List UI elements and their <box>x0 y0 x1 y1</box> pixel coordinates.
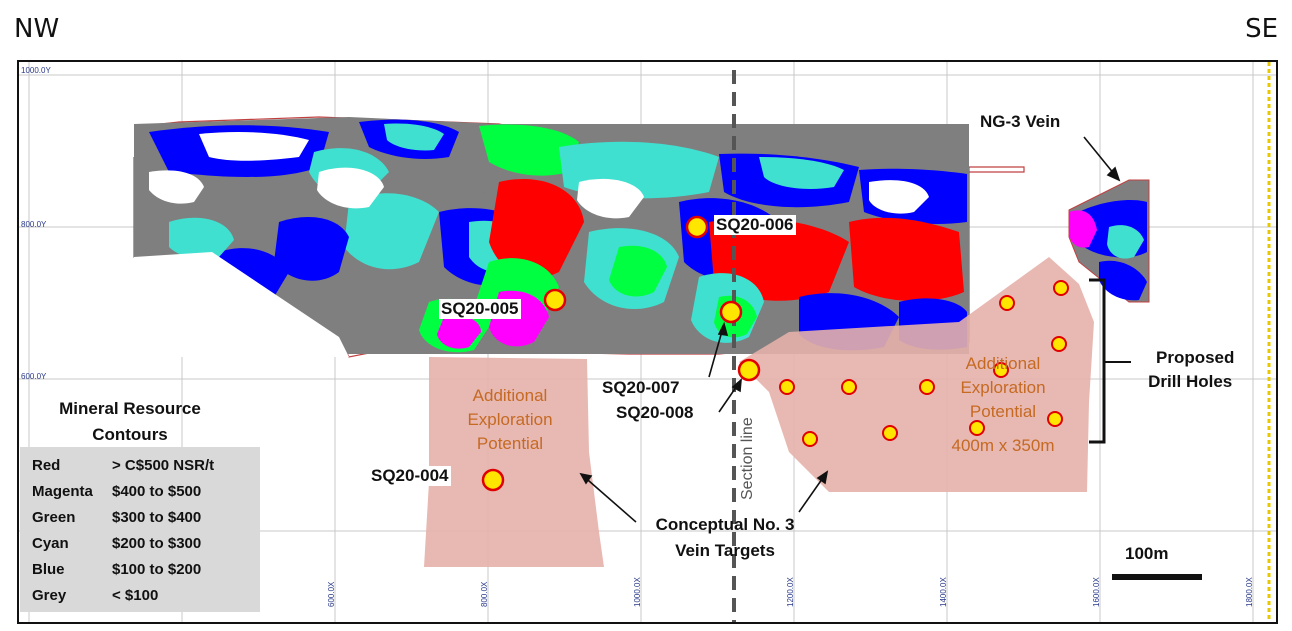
legend-row: Blue $100 to $200 <box>32 561 201 578</box>
exploration-line: Potential <box>476 434 544 453</box>
drill-hole-markers <box>481 215 761 492</box>
resource-block <box>134 117 969 357</box>
x-tick-label: 1400.0X <box>939 577 948 607</box>
legend-color-name: Green <box>32 509 76 526</box>
conceptual-line: Vein Targets <box>675 541 775 560</box>
exploration-line: 400m x 350m <box>951 436 1055 455</box>
exploration-line: Additional <box>965 354 1041 373</box>
legend-row: Red > C$500 NSR/t <box>32 457 214 474</box>
legend-color-name: Cyan <box>32 535 69 552</box>
legend-range: $400 to $500 <box>112 483 202 500</box>
exploration-line: Exploration <box>960 378 1046 397</box>
legend-range: $300 to $400 <box>112 509 202 526</box>
legend-row: Cyan $200 to $300 <box>32 535 201 552</box>
proposed-line: Drill Holes <box>1148 372 1233 391</box>
ng3-vein-label: NG-3 Vein <box>980 112 1061 131</box>
scale-label: 100m <box>1125 544 1169 563</box>
scale-bar <box>1112 574 1202 580</box>
exploration-line: Exploration <box>467 410 553 429</box>
exploration-label-left: Additional Exploration Potential <box>440 384 580 456</box>
x-tick-label: 600.0X <box>327 581 336 607</box>
legend-range: $200 to $300 <box>112 535 202 552</box>
y-tick-label: 600.0Y <box>21 372 47 381</box>
legend-color-name: Grey <box>32 587 67 604</box>
x-tick-label: 800.0X <box>480 581 489 607</box>
ng3-vein-block <box>1068 179 1150 303</box>
legend-row: Magenta $400 to $500 <box>32 483 201 500</box>
legend-title-line: Mineral Resource <box>59 399 201 418</box>
proposed-line: Proposed <box>1156 348 1235 367</box>
drill-hole-label: SQ20-007 <box>602 378 680 397</box>
drill-hole-label: SQ20-006 <box>714 215 796 235</box>
exploration-line: Potential <box>969 402 1037 421</box>
exploration-label-right: Additional Exploration Potential 400m x … <box>928 352 1078 458</box>
legend-range: > C$500 NSR/t <box>112 457 215 474</box>
legend-range: < $100 <box>112 587 159 604</box>
annotation-arrows <box>579 136 1121 523</box>
exploration-area-right <box>739 257 1094 492</box>
exploration-line: Additional <box>472 386 548 405</box>
y-tick-label: 1000.0Y <box>21 66 51 75</box>
legend-range: $100 to $200 <box>112 561 202 578</box>
se-direction-label: SE <box>1245 14 1278 44</box>
exploration-area-left <box>424 357 604 567</box>
x-tick-label: 1000.0X <box>633 577 642 607</box>
proposed-drill-hole-markers <box>779 280 1069 447</box>
drill-hole-label: SQ20-005 <box>439 299 521 319</box>
legend-title: Mineral Resource Contours <box>30 396 230 448</box>
legend-box: Red > C$500 NSR/t Magenta $400 to $500 Gre… <box>20 447 260 612</box>
x-tick-label: 1800.0X <box>1245 577 1254 607</box>
drill-hole-label: SQ20-008 <box>616 403 694 422</box>
conceptual-line: Conceptual No. 3 <box>655 515 795 534</box>
y-tick-label: 800.0Y <box>21 220 47 229</box>
nw-direction-label: NW <box>14 14 60 44</box>
proposed-drill-holes-label: Proposed Drill Holes <box>1148 346 1235 394</box>
x-tick-label: 1600.0X <box>1092 577 1101 607</box>
section-line-label: Section line <box>739 417 756 500</box>
section-drawing <box>19 62 1276 622</box>
conceptual-targets-label: Conceptual No. 3 Vein Targets <box>645 512 805 564</box>
x-tick-label: 1200.0X <box>786 577 795 607</box>
legend-color-name: Magenta <box>32 483 93 500</box>
legend-row: Grey < $100 <box>32 587 158 604</box>
drill-hole-label: SQ20-004 <box>369 466 451 486</box>
legend-color-name: Blue <box>32 561 65 578</box>
legend-title-line: Contours <box>92 425 168 444</box>
legend-color-name: Red <box>32 457 61 474</box>
legend-row: Green $300 to $400 <box>32 509 201 526</box>
